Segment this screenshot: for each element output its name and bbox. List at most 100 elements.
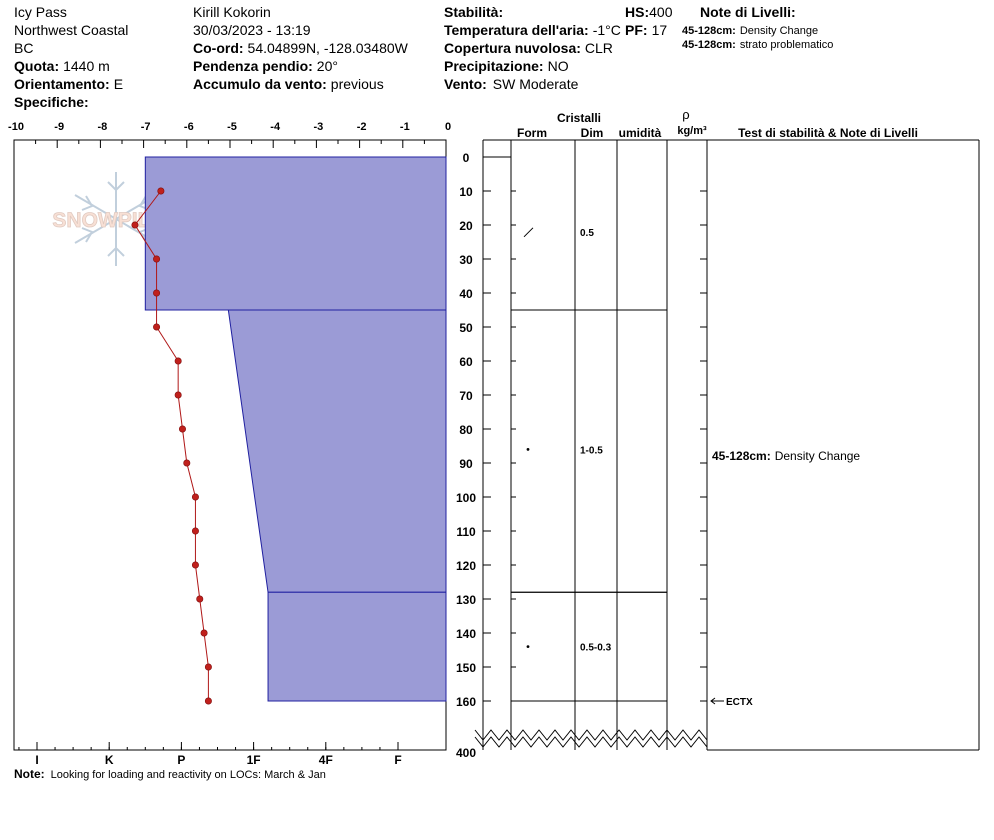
- temperature-point: [131, 221, 139, 229]
- depth-tick-label: 90: [459, 457, 473, 471]
- test-arrow-head-icon: [710, 697, 716, 705]
- temp-tick-label: -2: [357, 121, 367, 133]
- temperature-point: [196, 595, 204, 603]
- svg-text:45-128cm:strato problematico: 45-128cm: strato problematico: [682, 39, 833, 51]
- svg-text:PF:17: PF: 17: [625, 22, 667, 38]
- slope-label: Pendenza pendio:: [193, 58, 313, 74]
- column-headers: Cristalli Form Dim umidità ρ kg/m³ Test …: [517, 107, 918, 140]
- moisture-header: umidità: [619, 126, 662, 140]
- temperature-point: [153, 255, 161, 263]
- depth-break-zigzag: [474, 736, 708, 748]
- hardness-tick-label: K: [105, 753, 114, 767]
- temperature-point: [204, 663, 212, 671]
- svg-text:Precipitazione:NO: Precipitazione: NO: [444, 58, 569, 74]
- precip-label: Precipitazione:: [444, 58, 544, 74]
- depth-break-zigzag: [474, 729, 708, 741]
- depth-tick-label: 80: [459, 423, 473, 437]
- depth-tick-label: 110: [456, 525, 476, 539]
- crystals-header: Cristalli: [557, 111, 601, 125]
- note-text: Looking for loading and reactivity on LO…: [51, 769, 326, 781]
- region: Northwest Coastal: [14, 22, 128, 38]
- temp-tick-label: -10: [8, 121, 24, 133]
- wind-load-label: Accumulo da vento:: [193, 76, 327, 92]
- temp-tick-label: -5: [227, 121, 237, 133]
- depth-tick-label: 150: [456, 661, 476, 675]
- slope-value: 20°: [317, 58, 338, 74]
- layer-notes-title: Note di Livelli:: [700, 4, 796, 20]
- depth-tick-label: 40: [459, 287, 473, 301]
- stability-test-label: ECTX: [726, 697, 753, 708]
- observer: Kirill Kokorin: [193, 4, 271, 20]
- depth-tick-label: 10: [459, 185, 473, 199]
- depth-tick-label: 0: [463, 151, 470, 165]
- temp-tick-label: -3: [314, 121, 324, 133]
- depth-tick-label: 120: [456, 559, 476, 573]
- wind-load-value: previous: [331, 76, 384, 92]
- temp-tick-label: -7: [141, 121, 151, 133]
- temperature-point: [157, 187, 165, 195]
- temperature-point: [183, 459, 191, 467]
- layer-note-range: 45-128cm:: [682, 25, 736, 37]
- depth-tick-label: 100: [456, 491, 476, 505]
- air-temp-value: -1°C: [593, 22, 621, 38]
- depth-tick-label: 140: [456, 627, 476, 641]
- precip-value: NO: [548, 58, 569, 74]
- temperature-point: [153, 289, 161, 297]
- hardness-layer: [267, 591, 447, 702]
- temperature-point: [204, 697, 212, 705]
- depth-tick-label: 70: [459, 389, 473, 403]
- svg-text:45-128cm:Density Change: 45-128cm: Density Change: [682, 25, 818, 37]
- svg-text:Copertura nuvolosa:CLR: Copertura nuvolosa: CLR: [444, 40, 613, 56]
- cloud-label: Copertura nuvolosa:: [444, 40, 581, 56]
- grain-size: 1-0.5: [580, 445, 603, 456]
- aspect-label: Orientamento:: [14, 76, 110, 92]
- grain-form-symbol: [523, 227, 534, 238]
- layer-note-annotation: 45-128cm: Density Change: [712, 449, 860, 463]
- form-header: Form: [517, 126, 547, 140]
- hardness-tick-label: I: [35, 753, 38, 767]
- svg-text:Pendenza pendio:20°: Pendenza pendio: 20°: [193, 58, 338, 74]
- layer-note-text: strato problematico: [740, 39, 834, 51]
- density-unit-header: kg/m³: [677, 125, 707, 137]
- hardness-tick-label: P: [177, 753, 185, 767]
- temp-tick-label: 0: [445, 121, 451, 133]
- hardness-layer: [144, 156, 447, 311]
- coord-label: Co-ord:: [193, 40, 244, 56]
- footer-note: Note: Looking for loading and reactivity …: [14, 767, 326, 781]
- elevation-label: Quota:: [14, 58, 59, 74]
- svg-text:Vento:SW Moderate: Vento: SW Moderate: [444, 76, 579, 92]
- depth-bottom-label: 400: [456, 746, 476, 760]
- depth-tick-label: 160: [456, 695, 476, 709]
- cloud-value: CLR: [585, 40, 613, 56]
- svg-text:HS:400: HS:400: [625, 4, 673, 20]
- depth-tick-label: 50: [459, 321, 473, 335]
- layer-note-range: 45-128cm:: [682, 39, 736, 51]
- size-header: Dim: [581, 126, 604, 140]
- stability-label: Stabilità:: [444, 4, 503, 20]
- aspect-value: E: [114, 76, 123, 92]
- coord-value: 54.04899N, -128.03480W: [248, 40, 409, 56]
- temp-tick-label: -4: [270, 121, 281, 133]
- temperature-point: [191, 561, 199, 569]
- depth-tick-label: 60: [459, 355, 473, 369]
- rho-header: ρ: [682, 107, 689, 122]
- grain-size: 0.5-0.3: [580, 643, 612, 654]
- svg-text:Temperatura dell'aria:-1°C: Temperatura dell'aria: -1°C: [444, 22, 621, 38]
- specifics-label: Specifiche:: [14, 94, 89, 110]
- location: Icy Pass: [14, 4, 67, 20]
- temperature-line: [134, 190, 209, 701]
- snowflake-icon: [74, 172, 158, 266]
- hardness-tick-label: 1F: [247, 753, 261, 767]
- elevation-value: 1440 m: [63, 58, 110, 74]
- datetime: 30/03/2023 - 13:19: [193, 22, 311, 38]
- air-temp-label: Temperatura dell'aria:: [444, 22, 589, 38]
- hardness-tick-label: F: [394, 753, 401, 767]
- hardness-layer: [227, 309, 447, 593]
- wind-value: SW Moderate: [493, 76, 579, 92]
- hs-value: 400: [649, 4, 673, 20]
- grain-size: 0.5: [580, 228, 594, 239]
- depth-tick-label: 20: [459, 219, 473, 233]
- hardness-tick-label: 4F: [319, 753, 333, 767]
- hs-label: HS:: [625, 4, 649, 20]
